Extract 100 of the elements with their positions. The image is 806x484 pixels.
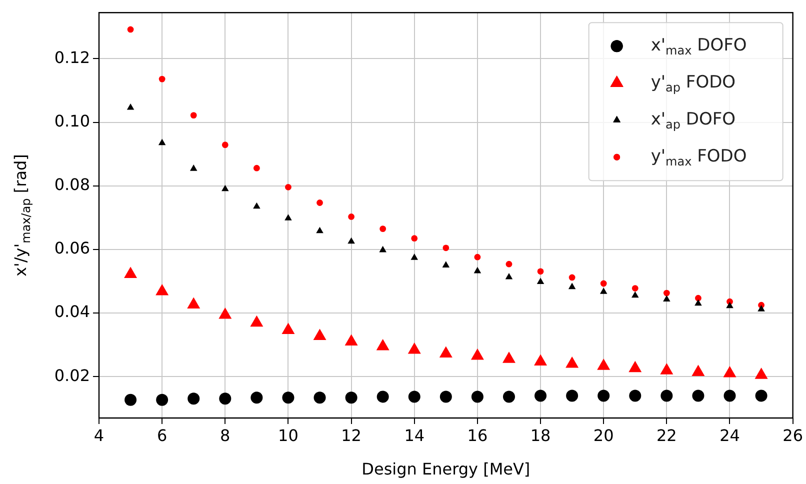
point (316, 226, 324, 234)
point (758, 305, 765, 312)
point (250, 315, 264, 327)
point (505, 272, 513, 280)
x-tick-label: 18 (530, 426, 551, 445)
point (442, 261, 450, 268)
point (219, 392, 232, 405)
point (187, 297, 200, 309)
point (284, 214, 292, 220)
point (600, 280, 607, 287)
y-tick-label: 0.04 (54, 302, 90, 322)
point (158, 138, 166, 146)
point (694, 299, 702, 306)
point (408, 342, 421, 354)
point (124, 266, 138, 278)
point (598, 390, 610, 402)
point (380, 226, 386, 232)
point (442, 244, 450, 252)
x-tick-label: 16 (467, 426, 488, 445)
y-tick-label: 0.06 (54, 238, 90, 258)
point (250, 392, 263, 404)
point (474, 266, 482, 274)
x-tick-label: 14 (404, 426, 425, 445)
point (536, 278, 544, 284)
y-tick-label: 0.10 (54, 111, 90, 130)
point (440, 390, 452, 403)
point (754, 368, 768, 379)
point (726, 302, 734, 308)
point (156, 284, 169, 296)
point (218, 307, 232, 319)
point (348, 237, 355, 244)
x-tick-label: 12 (341, 426, 362, 445)
point (379, 246, 386, 252)
point (253, 202, 260, 209)
x-axis-title: Design Energy [MeV] (362, 460, 530, 479)
point (534, 354, 548, 366)
point (723, 366, 736, 378)
point (471, 390, 484, 403)
point (316, 200, 323, 206)
point (345, 392, 358, 404)
point (190, 112, 197, 118)
x-tick-label: 26 (782, 426, 803, 445)
y-tick-label: 0.08 (54, 175, 90, 194)
point (411, 235, 418, 242)
point (502, 352, 516, 363)
y-axis-title: x'/y'max/ap [rad] (11, 154, 33, 276)
point (568, 274, 576, 281)
point (314, 392, 326, 404)
point (663, 295, 670, 302)
point (470, 348, 484, 360)
point (410, 254, 418, 260)
point (600, 288, 608, 294)
point (408, 390, 420, 403)
point (568, 282, 576, 290)
point (566, 356, 579, 368)
point (127, 26, 134, 33)
x-tick-label: 8 (220, 426, 230, 445)
point (631, 291, 639, 298)
point (282, 322, 295, 334)
point (222, 184, 229, 192)
point (629, 390, 642, 402)
point (755, 390, 768, 402)
point (313, 328, 326, 340)
point (660, 390, 673, 402)
point (285, 184, 292, 190)
point (253, 164, 260, 172)
point (124, 394, 137, 406)
point (566, 390, 578, 402)
point (474, 254, 481, 260)
point (692, 390, 704, 402)
y-tick-label: 0.12 (54, 48, 90, 67)
point (344, 334, 358, 346)
x-tick-label: 10 (278, 426, 298, 445)
point (534, 390, 547, 402)
point (724, 390, 736, 402)
point (188, 392, 200, 405)
x-tick-label: 4 (94, 426, 104, 445)
x-tick-label: 20 (593, 426, 614, 445)
point (126, 103, 134, 110)
point (190, 164, 198, 171)
point (156, 394, 168, 406)
point (597, 358, 610, 370)
point (692, 364, 705, 376)
point (348, 214, 354, 220)
x-tick-label: 24 (720, 426, 740, 445)
point (158, 76, 166, 82)
point (663, 290, 670, 296)
y-tick-label: 0.02 (54, 366, 90, 385)
point (376, 390, 389, 403)
x-tick-label: 22 (656, 426, 677, 445)
point (506, 260, 512, 268)
point (628, 360, 642, 372)
x-tick-label: 6 (156, 426, 168, 445)
point (376, 338, 390, 350)
point (632, 285, 638, 292)
point (222, 142, 228, 148)
point (502, 390, 515, 403)
point (282, 392, 294, 404)
point (695, 294, 702, 302)
point (537, 268, 544, 275)
